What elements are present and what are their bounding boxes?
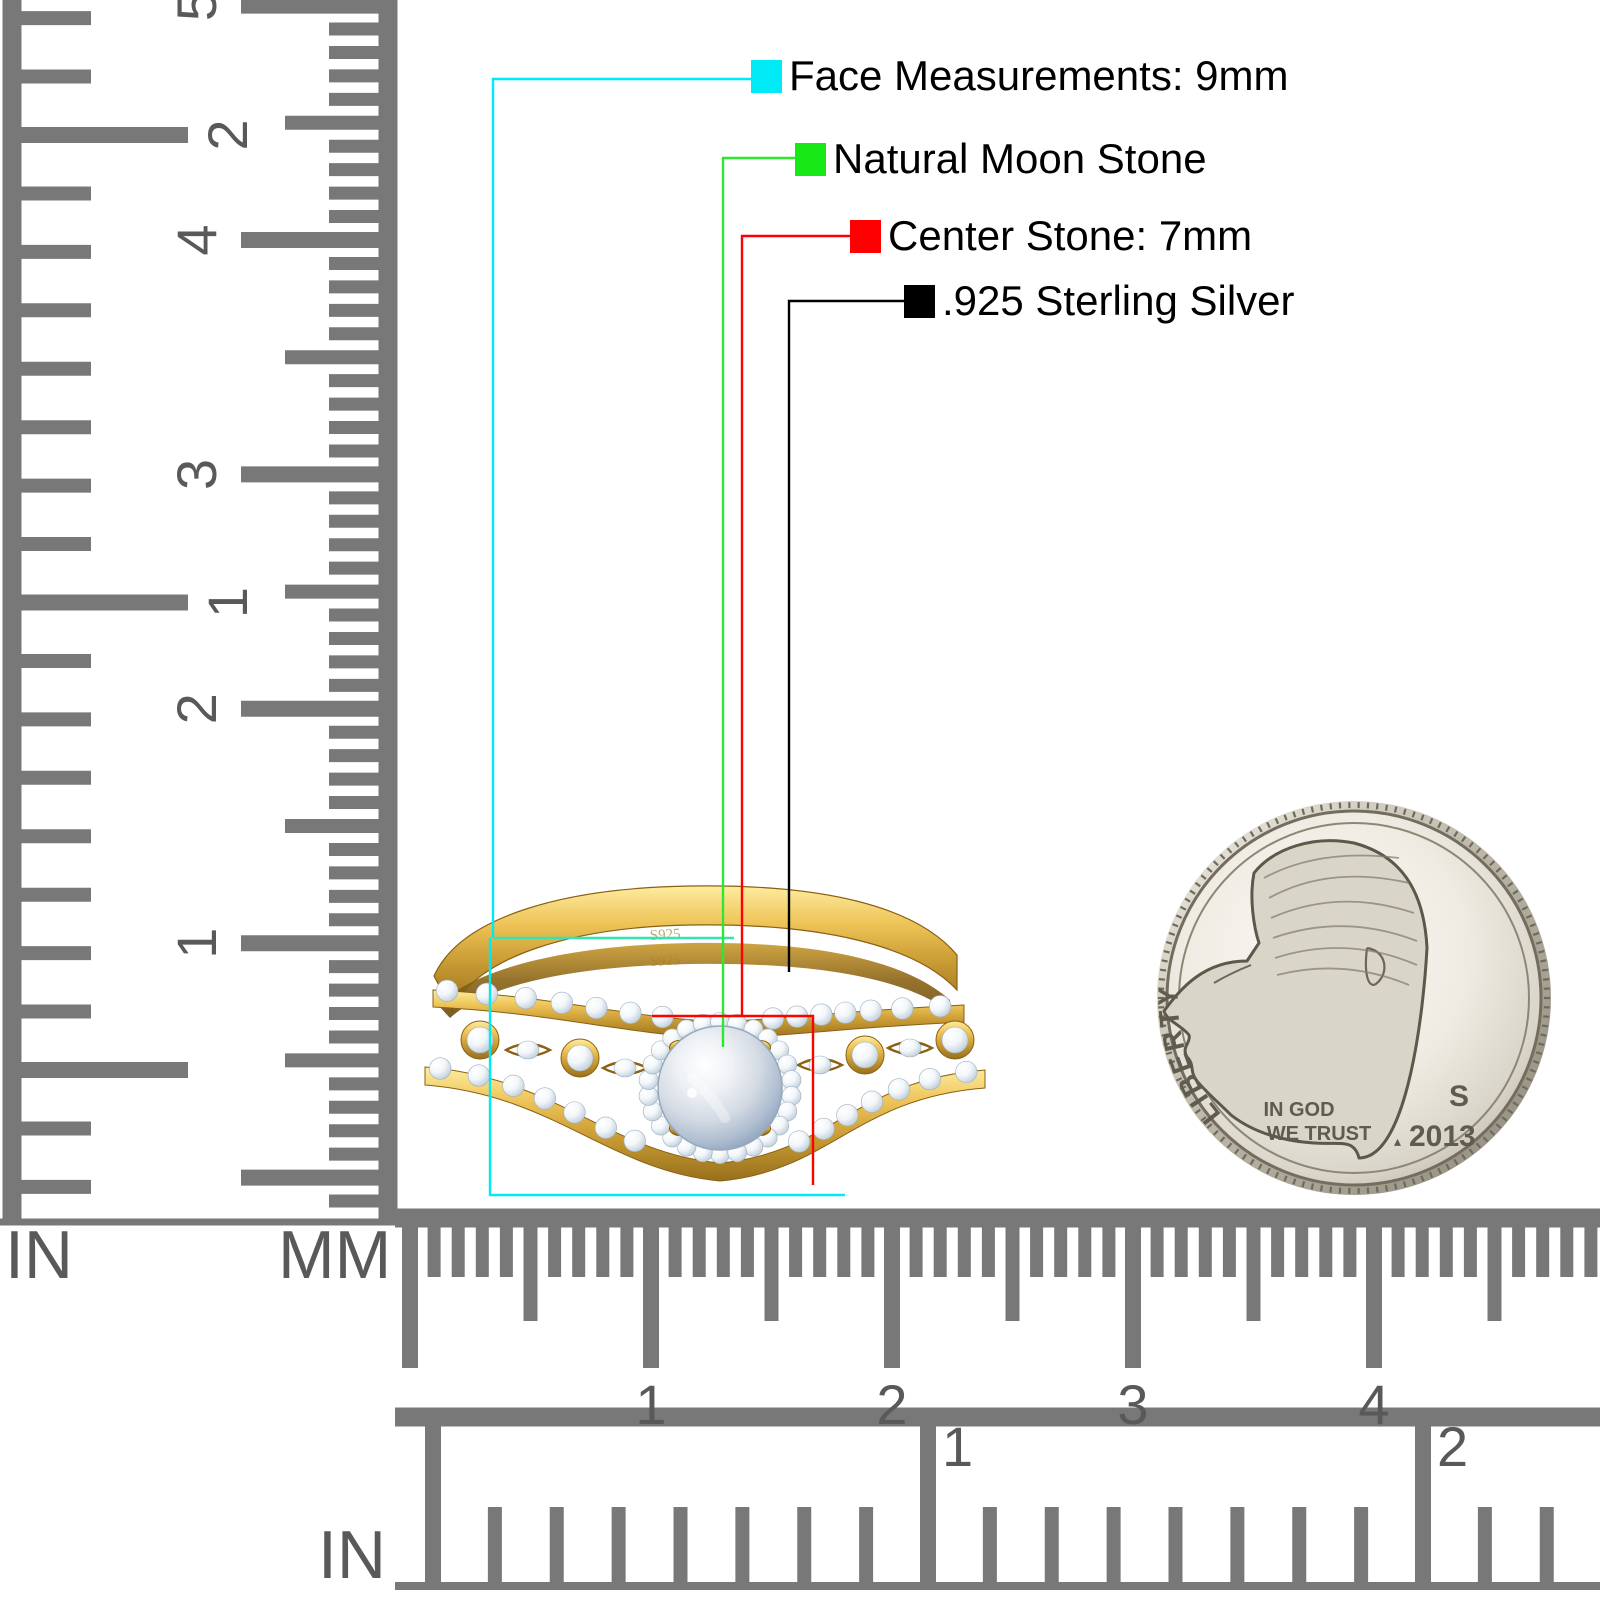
svg-text:Center Stone: 7mm: Center Stone: 7mm: [888, 212, 1252, 259]
svg-text:4: 4: [165, 224, 228, 255]
svg-text:3: 3: [165, 459, 228, 490]
svg-text:2: 2: [165, 693, 228, 724]
svg-text:2: 2: [1437, 1415, 1468, 1478]
svg-text:S925: S925: [649, 926, 681, 944]
svg-text:IN: IN: [318, 1517, 386, 1593]
svg-text:1: 1: [635, 1373, 666, 1436]
svg-text:1: 1: [196, 587, 259, 618]
svg-text:.925 Sterling Silver: .925 Sterling Silver: [942, 277, 1295, 324]
svg-text:3: 3: [1117, 1373, 1148, 1436]
svg-text:WE TRUST: WE TRUST: [1267, 1123, 1371, 1145]
svg-text:2: 2: [196, 119, 259, 150]
svg-text:2: 2: [876, 1373, 907, 1436]
svg-text:1: 1: [165, 928, 228, 959]
svg-text:Natural Moon Stone: Natural Moon Stone: [833, 135, 1207, 182]
svg-text:2013: 2013: [1409, 1120, 1476, 1153]
svg-text:MM: MM: [278, 1217, 391, 1293]
svg-text:4: 4: [1358, 1373, 1389, 1436]
svg-text:IN GOD: IN GOD: [1263, 1099, 1334, 1121]
svg-text:S: S: [1449, 1080, 1469, 1113]
svg-text:IN: IN: [5, 1217, 73, 1293]
svg-text:1: 1: [942, 1415, 973, 1478]
svg-text:Face Measurements: 9mm: Face Measurements: 9mm: [789, 52, 1289, 99]
svg-text:▴: ▴: [1394, 1133, 1401, 1149]
svg-text:5: 5: [165, 0, 228, 21]
